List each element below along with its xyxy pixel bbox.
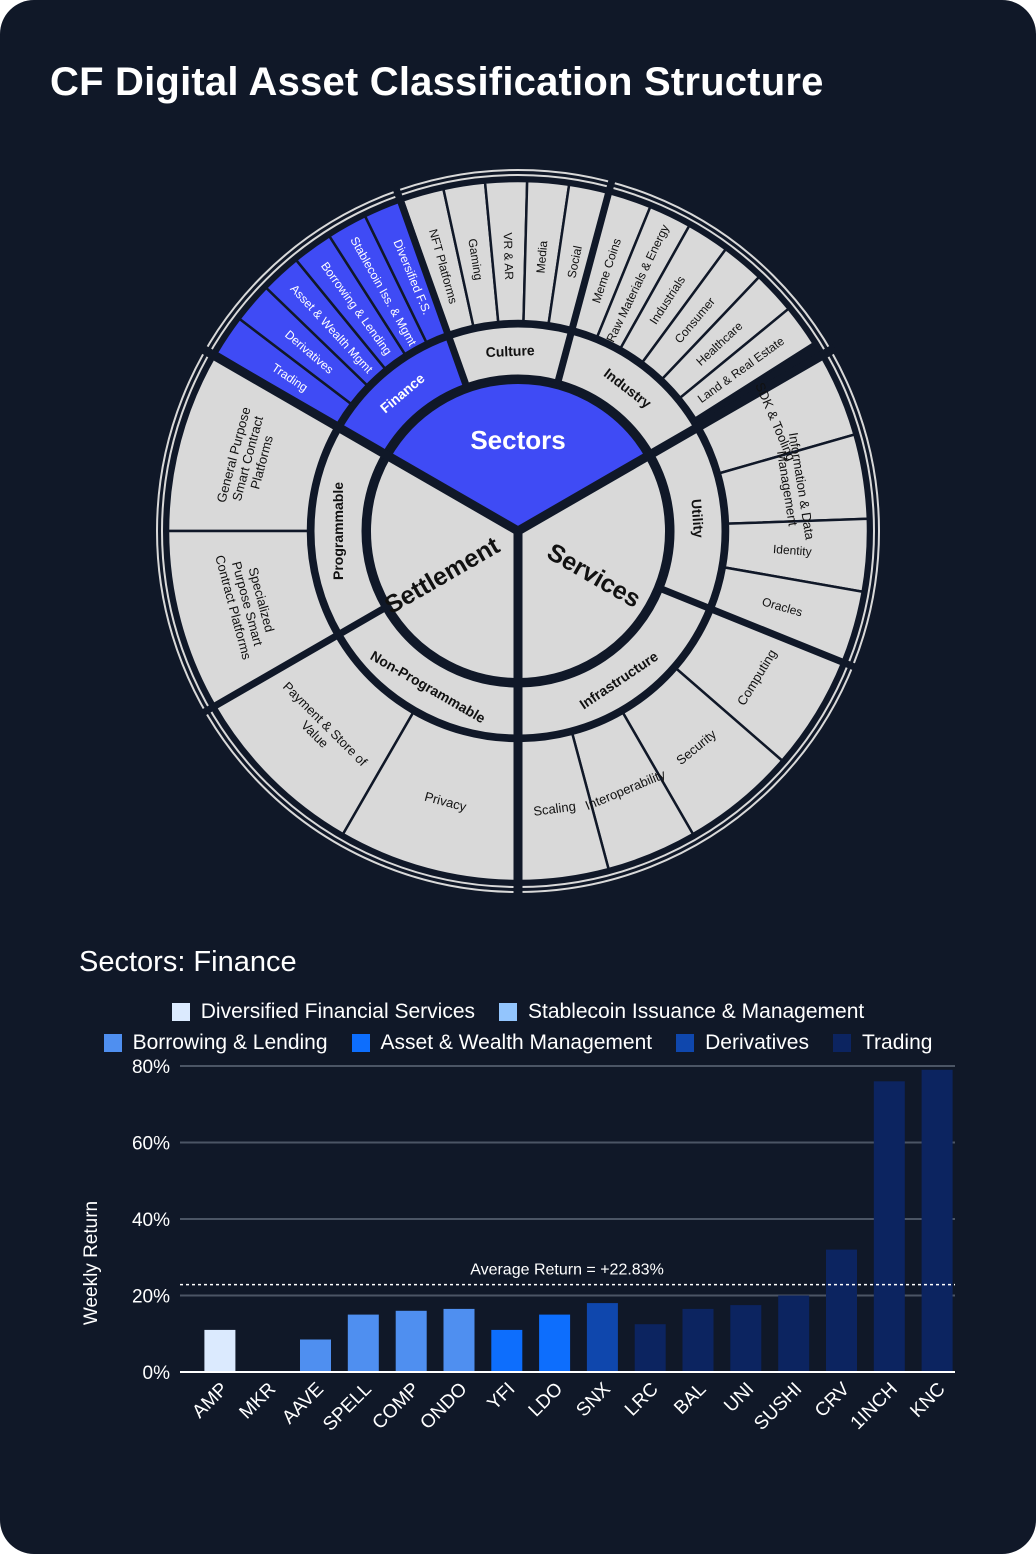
x-tick-label: SUSHI [750, 1379, 806, 1435]
legend-item-trading: Trading [833, 1031, 932, 1055]
category-divider [553, 176, 617, 388]
bar-spell [347, 1314, 379, 1372]
legend-swatch [171, 1002, 190, 1021]
bar-amp [204, 1329, 236, 1372]
sector-wedge-sectors[interactable] [383, 378, 653, 535]
x-tick-label: ONDO [416, 1379, 471, 1434]
category-divider [655, 583, 859, 672]
bar-sushi [778, 1295, 810, 1372]
bar-comp [395, 1310, 427, 1372]
sector-label-sectors: Sectors [470, 425, 565, 455]
x-tick-label: YFI [484, 1379, 520, 1415]
legend-swatch [499, 1002, 518, 1021]
bar-bal [682, 1308, 714, 1372]
category-divider [391, 185, 471, 391]
bar-snx [586, 1303, 618, 1372]
sector-divider [515, 344, 838, 535]
chart-title: Sectors: Finance [79, 946, 297, 978]
legend-label: Trading [862, 1030, 933, 1054]
x-tick-label: COMP [369, 1379, 424, 1434]
legend-swatch [351, 1033, 370, 1052]
category-label-utility: Utility [688, 498, 707, 538]
x-tick-label: SPELL [319, 1379, 376, 1436]
legend-row: Borrowing & Lending Asset & Wealth Manage… [0, 1027, 1036, 1058]
subsector-label-media: Media [534, 240, 551, 274]
bar-knc [921, 1069, 953, 1372]
x-tick-label: CRV [811, 1378, 854, 1421]
legend-label: Stablecoin Issuance & Management [528, 999, 865, 1023]
x-tick-label: UNI [720, 1379, 758, 1417]
bar-ondo [443, 1308, 475, 1372]
chart-legend: Diversified Financial Services Stablecoin… [0, 996, 1036, 1058]
subsector-label-social: Social [564, 245, 584, 280]
category-label-programmable: Programmable [330, 482, 346, 580]
x-tick-label: KNC [906, 1379, 949, 1422]
legend-label: Asset & Wealth Management [380, 1030, 653, 1054]
legend-swatch [676, 1033, 695, 1052]
legend-label: Diversified Financial Services [200, 999, 476, 1023]
y-tick-label: 0% [143, 1363, 171, 1384]
y-tick-label: 40% [132, 1210, 170, 1231]
legend-row: Diversified Financial Services Stablecoin… [0, 996, 1036, 1027]
x-tick-label: SNX [572, 1378, 615, 1421]
x-tick-label: AMP [188, 1379, 232, 1423]
subsector-label-vr-and-ar: VR & AR [501, 232, 517, 280]
legend-label: Derivatives [705, 1030, 809, 1054]
page-title: CF Digital Asset Classification Structur… [50, 60, 824, 104]
category-label-culture: Culture [485, 342, 535, 360]
y-tick-label: 60% [132, 1134, 170, 1155]
legend-label: Borrowing & Lending [132, 1030, 328, 1054]
subsector-label-gaming: Gaming [465, 237, 485, 281]
average-label: Average Return = +22.83% [470, 1262, 664, 1279]
legend-swatch [103, 1033, 122, 1052]
legend-item-derivatives: Derivatives [676, 1031, 809, 1055]
legend-item-borrowing-and-lending: Borrowing & Lending [103, 1030, 328, 1055]
bar-ldo [539, 1314, 571, 1372]
bar-lrc [634, 1324, 666, 1372]
y-tick-label: 80% [132, 1057, 170, 1078]
subsector-wedge-land-and-real-estate[interactable] [678, 307, 816, 421]
bar-1inch [873, 1081, 905, 1372]
legend-item-stablecoin-issuance-and-management: Stablecoin Issuance & Management [499, 1000, 864, 1024]
sector-divider [198, 344, 521, 535]
y-tick-label: 20% [132, 1287, 170, 1308]
x-tick-label: LDO [525, 1379, 567, 1421]
category-divider [199, 602, 390, 718]
x-tick-label: LRC [621, 1379, 663, 1421]
x-tick-label: BAL [670, 1379, 710, 1419]
subsector-wedge-privacy[interactable] [341, 711, 520, 883]
subsector-wedge-specialized-purpose-smart-contract-platforms[interactable] [166, 529, 338, 708]
x-tick-label: 1INCH [847, 1379, 902, 1434]
bar-yfi [491, 1329, 523, 1372]
x-tick-label: MKR [236, 1379, 281, 1424]
legend-item-diversified-financial-services: Diversified Financial Services [171, 999, 476, 1024]
bar-crv [826, 1249, 857, 1372]
legend-swatch [833, 1033, 851, 1052]
subsector-label-identity: Identity [772, 542, 812, 559]
subsector-label-scaling: Scaling [532, 798, 576, 818]
bar-uni [730, 1305, 762, 1372]
legend-item-asset-and-wealth-management: Asset & Wealth Management [351, 1030, 653, 1055]
bar-aave [300, 1339, 331, 1372]
